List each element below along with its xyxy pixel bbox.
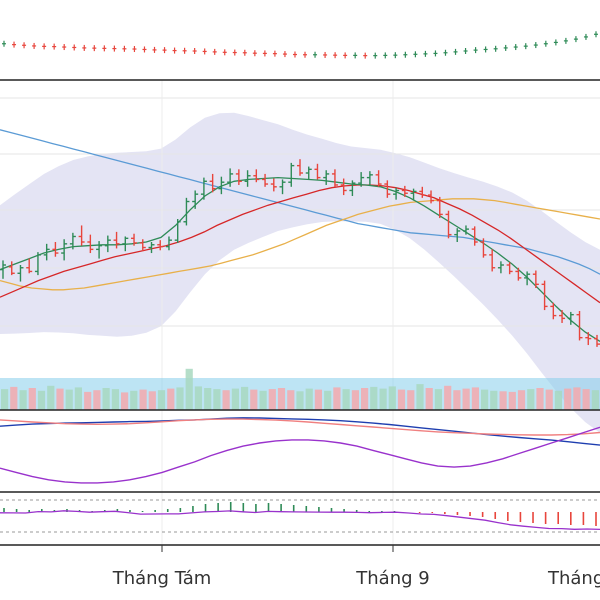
volume-bar — [93, 390, 101, 410]
volume-bar — [453, 390, 461, 410]
overview-panel — [2, 31, 598, 59]
x-tick-label-august: Tháng Tám — [112, 568, 212, 589]
volume-bar — [397, 389, 406, 410]
volume-bar — [65, 389, 73, 410]
volume-bar — [591, 390, 599, 410]
volume-bar — [545, 389, 553, 410]
oscillator-signal-line — [0, 510, 600, 531]
volume-bar — [277, 388, 286, 410]
volume-bar — [462, 388, 470, 411]
volume-bar — [19, 390, 27, 410]
volume-bar — [213, 389, 221, 410]
volume-bar — [508, 391, 516, 411]
volume-bar — [56, 388, 64, 411]
indicator-line-1 — [0, 417, 600, 446]
volume-bar — [185, 368, 193, 411]
volume-bar — [10, 386, 18, 410]
volume-bar — [1, 389, 9, 410]
volume-bar — [499, 391, 507, 410]
volume-bar — [582, 389, 590, 410]
volume-bar — [434, 389, 442, 410]
volume-bar — [370, 386, 378, 410]
volume-bar — [388, 386, 396, 411]
volume-bar — [176, 387, 184, 410]
volume-bar — [296, 391, 304, 410]
volume-bar — [314, 389, 322, 410]
volume-bar — [241, 386, 249, 410]
volume-bar — [130, 390, 138, 411]
volume-bar — [425, 388, 433, 410]
volume-bar — [351, 390, 359, 410]
volume-bar — [342, 389, 350, 410]
volume-bar — [536, 388, 544, 410]
volume-bar — [490, 390, 498, 411]
volume-bar — [554, 390, 562, 411]
volume-panel — [0, 368, 600, 411]
volume-bar — [444, 385, 452, 410]
volume-bar — [74, 387, 82, 410]
volume-bar — [148, 391, 156, 410]
volume-bar — [527, 389, 535, 410]
volume-bar — [250, 389, 258, 410]
volume-bar — [287, 390, 295, 410]
volume-bar — [268, 389, 276, 410]
volume-bar — [84, 391, 92, 411]
volume-bar — [564, 388, 572, 411]
indicator-line-3 — [0, 426, 600, 484]
volume-bar — [167, 388, 175, 411]
volume-bar — [471, 387, 479, 410]
volume-bar — [157, 390, 166, 410]
volume-bar — [222, 390, 230, 410]
x-tick-label-september: Tháng 9 — [355, 568, 429, 589]
volume-bar — [194, 386, 202, 411]
volume-bar — [28, 388, 36, 410]
volume-bar — [416, 384, 424, 410]
oscillator-panel — [0, 499, 600, 552]
volume-bar — [37, 390, 46, 411]
volume-bar — [139, 389, 147, 410]
volume-bar — [481, 389, 489, 410]
indicator-panel — [0, 417, 600, 493]
volume-bar — [333, 387, 341, 410]
volume-bar — [204, 388, 212, 410]
price-panel — [0, 79, 600, 545]
bollinger-band — [0, 112, 600, 433]
volume-bar — [324, 390, 332, 411]
volume-bar — [379, 388, 387, 411]
x-axis: Tháng Tám Tháng 9 Tháng — [112, 568, 600, 589]
indicator-line-2 — [0, 418, 600, 436]
volume-bar — [121, 392, 129, 410]
volume-bar — [361, 388, 369, 410]
volume-bar — [305, 388, 313, 411]
volume-bar — [259, 390, 267, 411]
volume-bar — [573, 387, 581, 410]
ma-line-4 — [0, 176, 600, 342]
volume-bar — [47, 385, 55, 410]
ma-line-1 — [0, 129, 600, 275]
volume-bar — [231, 388, 239, 411]
x-tick-label-next-month: Tháng — [547, 568, 600, 589]
volume-bar — [517, 390, 526, 410]
volume-bar — [407, 390, 415, 410]
ma-line-3 — [0, 184, 600, 304]
volume-bar — [102, 388, 110, 410]
ma-line-2 — [0, 198, 600, 291]
volume-bar — [111, 389, 119, 410]
